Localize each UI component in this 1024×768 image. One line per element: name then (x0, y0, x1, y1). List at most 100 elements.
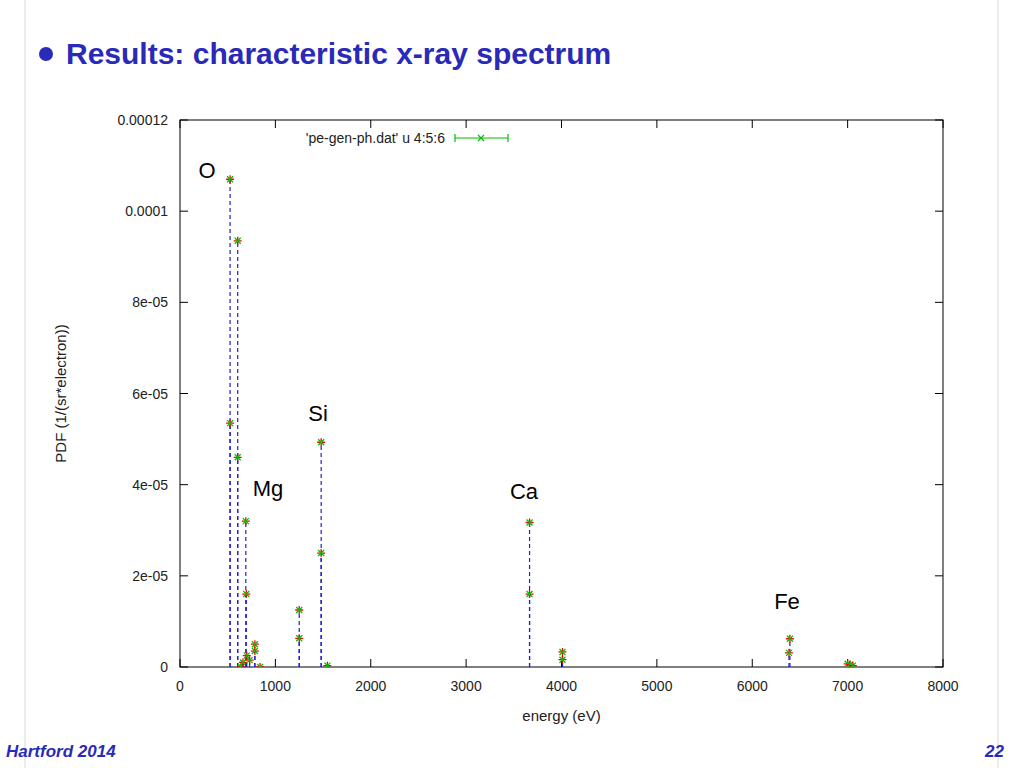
y-tick-label: 0.0001 (125, 203, 168, 219)
legend-swatch (478, 135, 484, 141)
data-point (242, 590, 250, 667)
data-point (226, 175, 234, 667)
marker-plus (558, 656, 566, 664)
x-tick (656, 659, 657, 667)
data-point (786, 635, 794, 667)
data-point (785, 649, 793, 667)
annotation: O (198, 158, 215, 183)
marker-plus (786, 635, 794, 643)
marker-cross (318, 550, 324, 556)
impulse (321, 553, 322, 667)
marker-plus (242, 517, 250, 525)
marker-cross (227, 420, 233, 426)
data-point (295, 634, 303, 667)
x-tick (275, 120, 276, 128)
y-axis-label: PDF (1/(sr*electron)) (52, 324, 69, 462)
annotation: Fe (774, 589, 800, 614)
data-point (226, 419, 234, 667)
marker-cross (559, 649, 565, 655)
slide-border (25, 0, 26, 768)
data-point (295, 606, 303, 667)
y-tick (180, 211, 188, 212)
slide-title: Results: characteristic x-ray spectrum (66, 37, 611, 70)
x-tick (275, 659, 276, 667)
y-tick (180, 120, 188, 121)
x-tick (180, 120, 181, 128)
impulse (529, 594, 530, 667)
marker-plus (526, 590, 534, 598)
data-point (251, 640, 259, 667)
y-tick-label: 0.00012 (117, 112, 168, 128)
plot-area (226, 175, 857, 667)
marker-cross (318, 439, 324, 445)
x-tick (752, 659, 753, 667)
x-tick-label: 4000 (546, 678, 577, 694)
x-tick (752, 120, 753, 128)
annotation: Ca (510, 479, 539, 504)
marker-cross (235, 454, 241, 460)
x-tick-label: 7000 (832, 678, 863, 694)
x-tick-label: 1000 (260, 678, 291, 694)
marker-cross (243, 591, 249, 597)
data-point (246, 656, 254, 667)
marker-cross (786, 650, 792, 656)
annotation: Si (308, 401, 328, 426)
y-tick (180, 393, 188, 394)
data-point (526, 519, 534, 667)
marker-plus (558, 648, 566, 656)
marker-cross (787, 636, 793, 642)
marker-plus (785, 649, 793, 657)
legend-swatch (455, 134, 508, 142)
x-tick-label: 6000 (737, 678, 768, 694)
marker-cross (252, 641, 258, 647)
x-tick-label: 3000 (451, 678, 482, 694)
y-tick-label: 6e-05 (132, 386, 168, 402)
data-point (558, 648, 566, 667)
impulse (299, 638, 300, 667)
x-tick (370, 120, 371, 128)
marker-plus (317, 438, 325, 446)
plot-frame (180, 120, 943, 667)
marker-cross (240, 659, 246, 665)
y-tick (935, 211, 943, 212)
impulse (229, 423, 230, 667)
marker-plus (246, 656, 254, 664)
y-tick (935, 484, 943, 485)
slide-border (998, 0, 999, 768)
marker-cross (257, 664, 263, 667)
data-point (256, 663, 264, 667)
marker-cross (527, 520, 533, 526)
y-tick (180, 667, 188, 668)
y-tick-label: 4e-05 (132, 477, 168, 493)
x-tick (656, 120, 657, 128)
marker-plus (242, 590, 250, 598)
marker-plus (234, 453, 242, 461)
marker-cross (527, 591, 533, 597)
marker-plus (317, 549, 325, 557)
marker-cross (227, 176, 233, 182)
x-tick-label: 2000 (355, 678, 386, 694)
y-tick (180, 302, 188, 303)
marker-cross (324, 663, 330, 667)
y-tick-label: 0 (160, 659, 168, 675)
marker-cross (559, 657, 565, 663)
y-tick (180, 484, 188, 485)
marker-cross (243, 518, 249, 524)
marker-plus (295, 606, 303, 614)
slide: Results: characteristic x-ray spectrumHa… (0, 0, 1024, 768)
x-tick (180, 659, 181, 667)
marker-cross (296, 607, 302, 613)
y-tick-label: 2e-05 (132, 568, 168, 584)
x-tick (466, 659, 467, 667)
marker-plus (251, 640, 259, 648)
x-tick (466, 120, 467, 128)
data-point (234, 453, 242, 667)
data-point (242, 517, 250, 667)
y-tick-label: 8e-05 (132, 294, 168, 310)
x-tick (561, 120, 562, 128)
marker-cross (252, 648, 258, 654)
marker-plus (251, 647, 259, 655)
title-bullet (39, 47, 53, 61)
y-tick (935, 393, 943, 394)
x-tick-label: 5000 (641, 678, 672, 694)
